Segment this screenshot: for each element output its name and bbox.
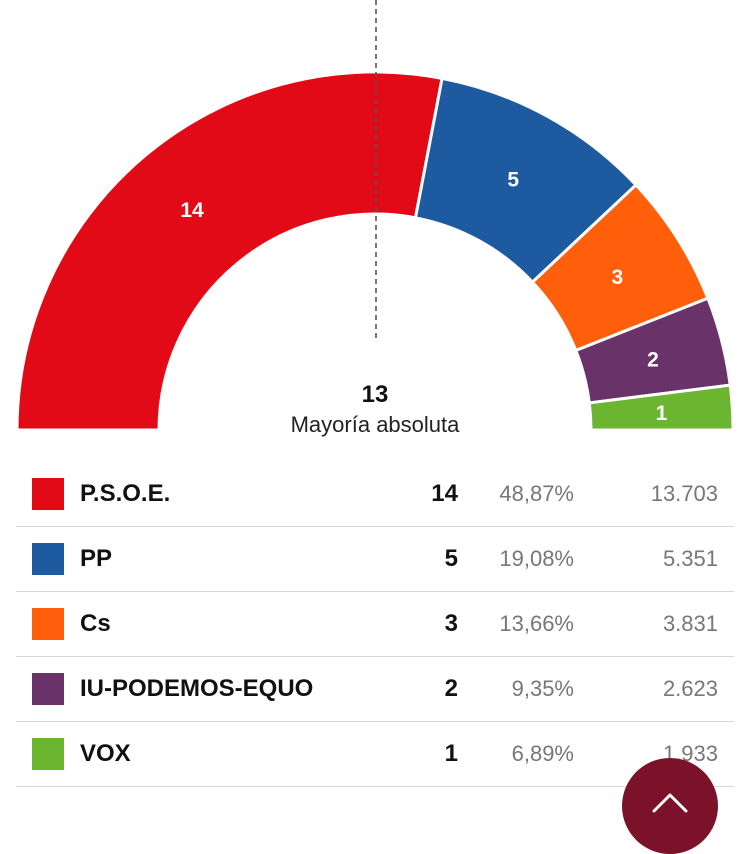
hemicycle-chart: 14 5 3 2 1 13 Mayoría absoluta xyxy=(15,0,735,437)
table-row: VOX 1 6,89% 1.933 xyxy=(16,722,734,787)
seat-count-label: 5 xyxy=(507,168,519,191)
vote-percentage: 13,66% xyxy=(499,611,574,636)
party-color-swatch xyxy=(32,608,64,640)
results-table: P.S.O.E. 14 48,87% 13.703 PP 5 19,08% 5.351 Cs 3 1… xyxy=(16,462,734,787)
party-name: IU-PODEMOS-EQUO xyxy=(80,675,314,702)
seat-count: 1 xyxy=(444,740,458,767)
seat-count: 2 xyxy=(444,675,458,702)
vote-percentage: 6,89% xyxy=(511,741,574,766)
party-color-swatch xyxy=(32,673,64,705)
seat-count-label: 2 xyxy=(647,349,659,372)
seat-count: 3 xyxy=(444,610,458,637)
party-name: P.S.O.E. xyxy=(80,480,171,507)
party-name: Cs xyxy=(80,610,111,637)
chevron-up-icon xyxy=(652,793,688,813)
seat-count-label: 1 xyxy=(656,402,668,425)
seat-count: 14 xyxy=(431,480,458,507)
vote-percentage: 48,87% xyxy=(499,481,574,506)
vote-count: 13.703 xyxy=(650,481,718,506)
table-row: PP 5 19,08% 5.351 xyxy=(16,527,734,592)
seat-arc-p-s-o-e xyxy=(15,70,444,432)
party-color-swatch xyxy=(32,738,64,770)
table-row: IU-PODEMOS-EQUO 2 9,35% 2.623 xyxy=(16,657,734,722)
seat-arc-vox xyxy=(587,383,735,432)
seat-count-label: 14 xyxy=(180,199,204,222)
party-color-swatch xyxy=(32,543,64,575)
vote-count: 3.831 xyxy=(662,611,718,636)
table-row: P.S.O.E. 14 48,87% 13.703 xyxy=(16,462,734,527)
vote-count: 5.351 xyxy=(662,546,718,571)
seat-count-label: 3 xyxy=(611,266,623,289)
party-name: PP xyxy=(80,545,113,572)
party-name: VOX xyxy=(80,740,131,767)
majority-label: Mayoría absoluta xyxy=(291,412,461,437)
vote-percentage: 9,35% xyxy=(511,676,574,701)
table-row: Cs 3 13,66% 3.831 xyxy=(16,592,734,657)
party-color-swatch xyxy=(32,478,64,510)
vote-percentage: 19,08% xyxy=(499,546,574,571)
seat-count: 5 xyxy=(444,545,458,572)
vote-count: 2.623 xyxy=(662,676,718,701)
majority-value: 13 xyxy=(362,381,389,408)
scroll-to-top-button[interactable] xyxy=(622,758,718,854)
